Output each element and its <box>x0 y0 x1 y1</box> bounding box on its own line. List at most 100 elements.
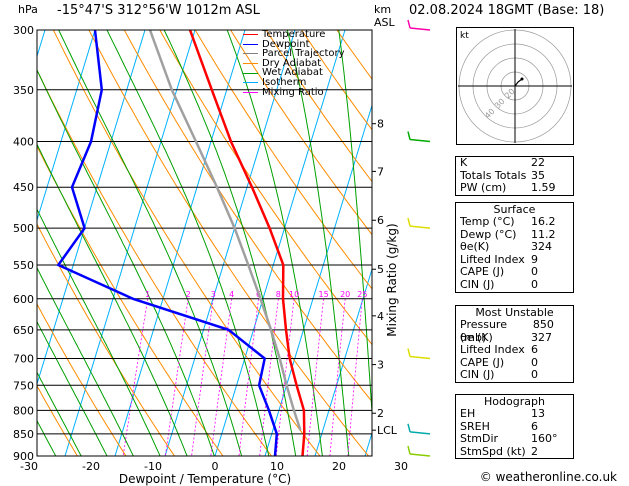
x-axis-title: Dewpoint / Temperature (°C) <box>119 472 291 486</box>
surface-table: Surface Temp (°C) 16.2 Dewp (°C) 11.2 θe(K) 32… <box>455 202 574 293</box>
pressure-tick-label: 400 <box>13 136 34 149</box>
hpa-axis-label: hPa <box>18 3 38 16</box>
pressure-tick-label: 700 <box>13 353 34 366</box>
row-label: CIN (J) <box>460 277 495 291</box>
dry-adiabat <box>620 30 629 456</box>
legend-swatch <box>243 43 258 45</box>
row-value: 22 <box>531 156 545 169</box>
row-value: 327 <box>531 330 552 344</box>
legend-swatch <box>243 82 258 84</box>
table-row: Pressure (mb) 850 <box>456 318 573 344</box>
mixing-ratio-label: 8 <box>276 290 281 299</box>
row-value: 9 <box>531 252 538 266</box>
legend-label: Mixing Ratio <box>262 86 324 98</box>
wind-barb-flag <box>407 131 411 140</box>
table-row: CIN (J) 0 <box>456 369 573 382</box>
row-label: CIN (J) <box>460 368 495 382</box>
pressure-tick-label: 900 <box>13 450 34 463</box>
row-value: 324 <box>531 240 552 254</box>
mixing-ratio-line <box>306 298 324 456</box>
table-title: Hodograph <box>484 395 545 408</box>
row-label: θe (K) <box>460 330 493 344</box>
temp-tick-label: -10 <box>144 460 162 473</box>
km-axis-label: km ASL <box>374 3 395 29</box>
km-tick-label: 2 <box>377 407 384 420</box>
table-row: Lifted Index 6 <box>456 344 573 357</box>
wind-barb <box>409 431 431 435</box>
row-label: Temp (°C) <box>460 215 515 228</box>
mixing-ratio-label: 1 <box>145 290 150 299</box>
most-unstable-table: Most Unstable Pressure (mb) 850 θe (K) 327 Li… <box>455 305 574 383</box>
table-row: EH 13 <box>456 407 573 421</box>
row-value: 160° <box>531 432 558 446</box>
legend-swatch <box>243 34 258 36</box>
legend-swatch <box>243 53 258 55</box>
legend-swatch <box>243 63 258 65</box>
pressure-tick-label: 600 <box>13 293 34 306</box>
isotherm-line <box>37 30 96 222</box>
mixing-ratio-label: 25 <box>357 290 367 299</box>
legend-label: Wet Adiabat <box>262 67 323 79</box>
pressure-tick-label: 750 <box>13 379 34 392</box>
temp-tick-label: 10 <box>270 460 284 473</box>
row-value: 2 <box>531 444 538 458</box>
temp-tick-label: -30 <box>20 460 38 473</box>
legend-label: Parcel Trajectory <box>262 48 345 60</box>
wind-barb-flag <box>407 348 411 357</box>
mixing-ratio-label: 2 <box>186 290 191 299</box>
legend-label: Isotherm <box>262 76 307 88</box>
wind-barb-flag <box>407 19 411 29</box>
table-row: StmSpd (kt) 2 <box>456 444 573 459</box>
mixing-ratio-line <box>210 298 233 456</box>
legend-label: Dry Adiabat <box>262 57 322 69</box>
table-row: θe(K) 324 <box>456 241 573 254</box>
table-row: K 22 <box>456 156 573 170</box>
mixing-ratio-label: 10 <box>289 290 299 299</box>
wind-barb <box>409 453 431 457</box>
pressure-tick-label: 550 <box>13 259 34 272</box>
pressure-tick-label: 350 <box>13 84 34 97</box>
table-row: Lifted Index 9 <box>456 252 573 267</box>
row-label: Lifted Index <box>460 252 525 266</box>
mixing-ratio-line <box>329 298 346 456</box>
wind-barb <box>409 138 431 143</box>
legend-item: Dewpoint <box>243 39 345 50</box>
parcel-trajectory-line <box>148 30 302 431</box>
table-row: CAPE (J) 0 <box>456 266 573 279</box>
dewpoint-line <box>56 30 279 456</box>
table-row: PW (cm) 1.59 <box>456 182 573 195</box>
legend-item: Parcel Trajectory <box>243 49 345 59</box>
plot-frame <box>36 29 373 457</box>
indices-table: K 22 Totals Totals 35 PW (cm) 1.59 <box>455 156 574 196</box>
km-tick-label: 5 <box>377 263 384 276</box>
legend: Temperature Dewpoint Parcel Trajectory Dry … <box>243 30 345 97</box>
wind-barb-flag <box>407 217 411 227</box>
hodograph-point <box>520 77 524 81</box>
row-value: 1.59 <box>531 181 556 195</box>
copyright-footer: © weatheronline.co.uk <box>479 470 617 484</box>
temp-tick-label: 30 <box>394 460 408 473</box>
mixing-ratio-axis-title: Mixing Ratio (g/kg) <box>385 223 399 336</box>
km-tick-label: 8 <box>377 118 384 131</box>
wind-barb <box>409 27 431 31</box>
legend-item: Wet Adiabat <box>243 68 345 78</box>
km-tick-label: LCL <box>377 424 398 437</box>
km-label-line1: km <box>374 3 392 16</box>
pressure-tick-label: 300 <box>13 24 34 37</box>
row-label: Dewp (°C) <box>460 227 517 241</box>
row-label: θe(K) <box>460 240 490 254</box>
hodograph-trace <box>514 78 523 87</box>
row-label: Pressure (mb) <box>460 318 507 344</box>
wind-barb-flag <box>407 423 411 433</box>
mixing-ratio-label: 15 <box>318 290 328 299</box>
table-row: Dewp (°C) 11.2 <box>456 227 573 242</box>
table-title: Most Unstable <box>475 306 554 319</box>
row-value: 0 <box>531 277 538 291</box>
km-tick-label: 7 <box>377 165 384 178</box>
row-value: 0 <box>531 368 538 382</box>
isotherm-line <box>37 30 146 386</box>
table-title: Surface <box>493 203 536 216</box>
table-row: StmDir 160° <box>456 433 573 446</box>
